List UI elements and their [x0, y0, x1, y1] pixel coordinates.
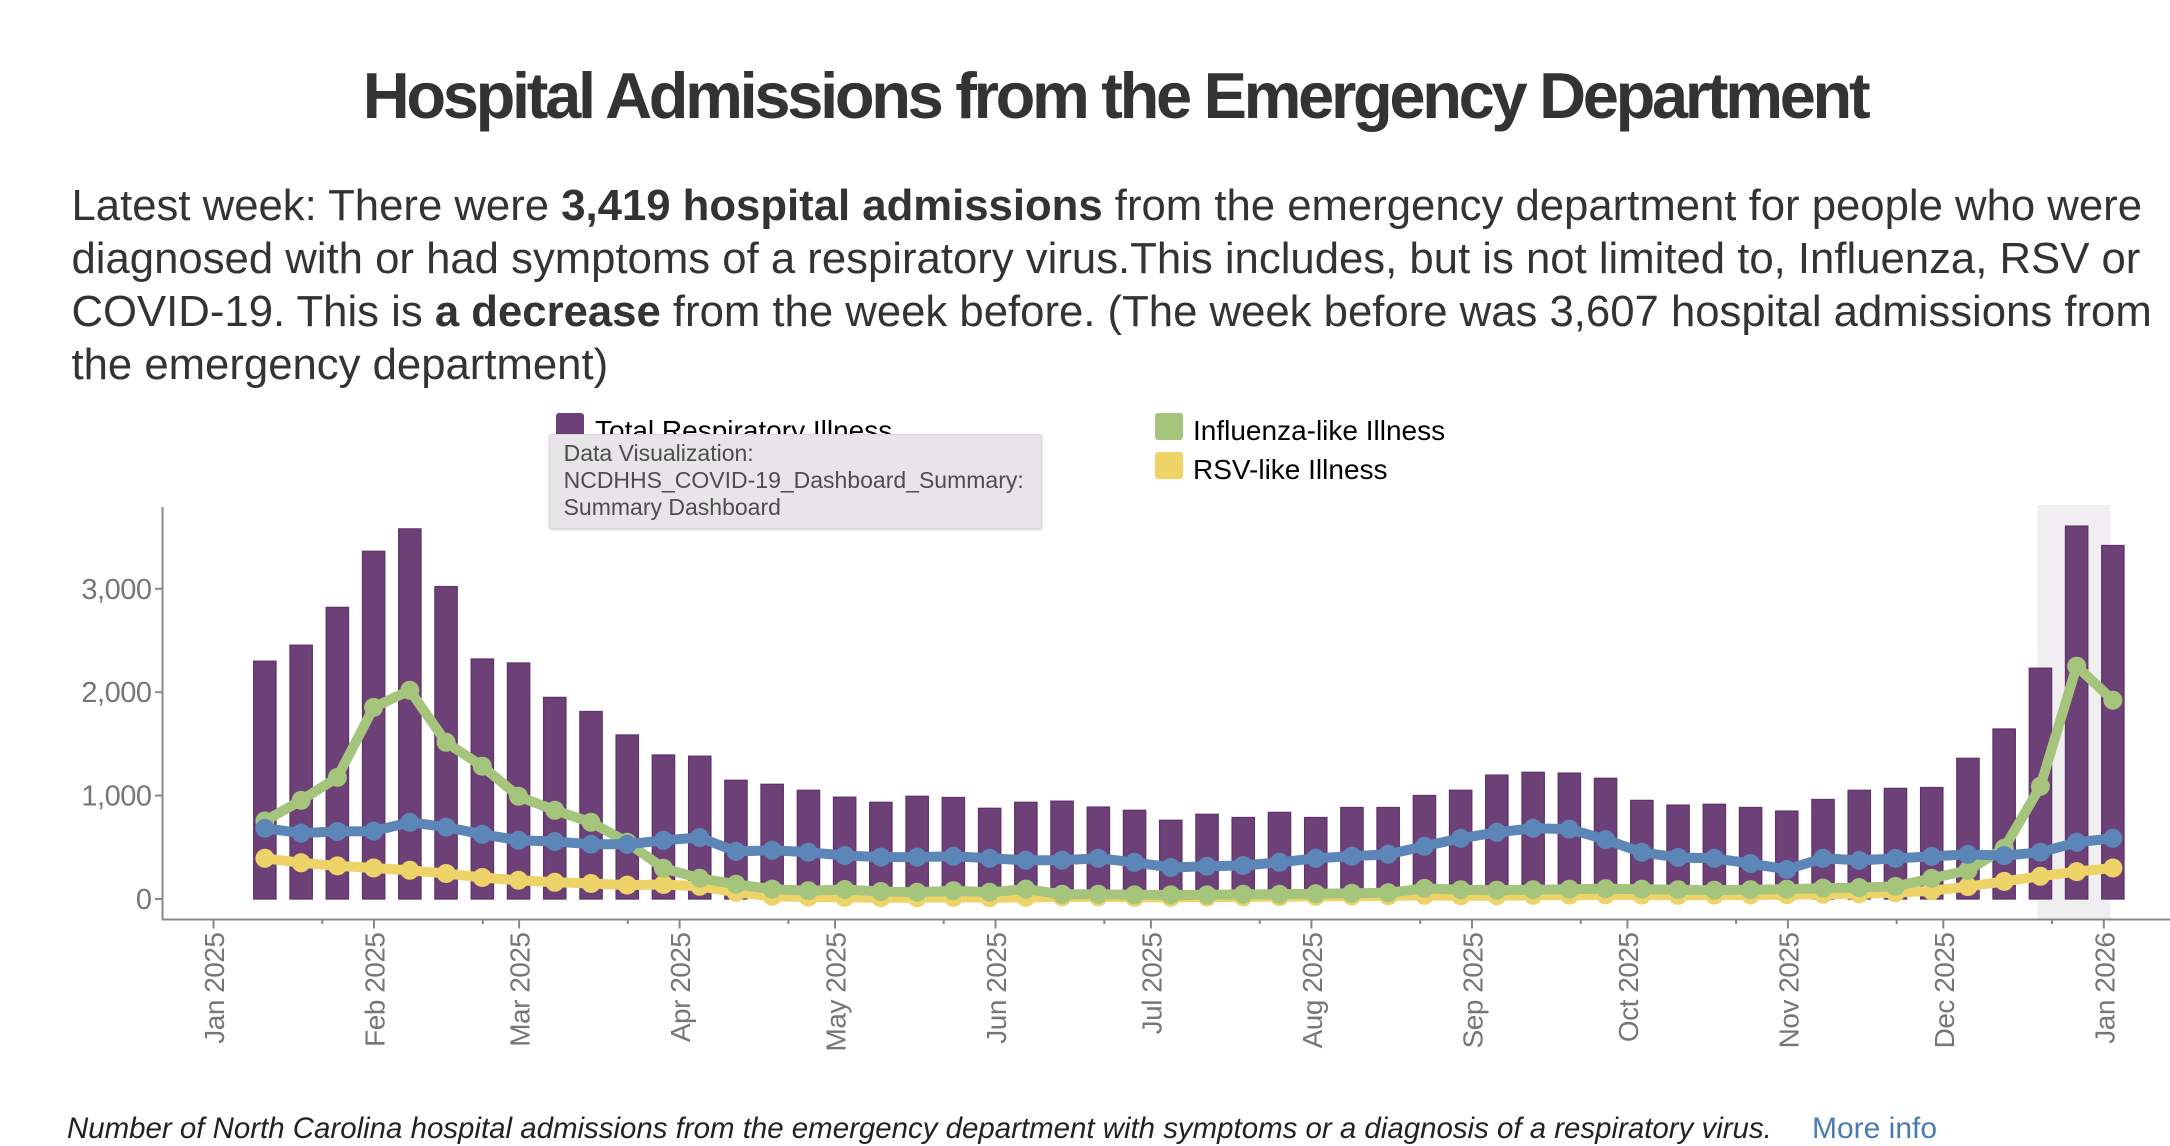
svg-text:Nov 2025: Nov 2025	[1773, 933, 1804, 1049]
svg-text:Jan 2025: Jan 2025	[199, 933, 230, 1044]
svg-text:Dec 2025: Dec 2025	[1929, 933, 1960, 1049]
svg-text:Feb 2025: Feb 2025	[360, 933, 391, 1047]
svg-text:Jul 2025: Jul 2025	[1136, 933, 1167, 1035]
svg-text:3,000: 3,000	[81, 574, 151, 606]
svg-text:0: 0	[136, 884, 152, 916]
svg-text:Mar 2025: Mar 2025	[505, 933, 536, 1047]
svg-text:Jun 2025: Jun 2025	[981, 933, 1012, 1044]
svg-text:Oct 2025: Oct 2025	[1613, 933, 1644, 1043]
svg-text:Aug 2025: Aug 2025	[1297, 933, 1328, 1049]
svg-text:May 2025: May 2025	[821, 933, 852, 1052]
svg-text:2,000: 2,000	[81, 677, 151, 709]
svg-text:Apr 2025: Apr 2025	[665, 933, 696, 1043]
svg-text:Sep 2025: Sep 2025	[1458, 933, 1489, 1049]
svg-text:1,000: 1,000	[81, 781, 151, 813]
svg-text:Jan 2026: Jan 2026	[2089, 933, 2120, 1044]
